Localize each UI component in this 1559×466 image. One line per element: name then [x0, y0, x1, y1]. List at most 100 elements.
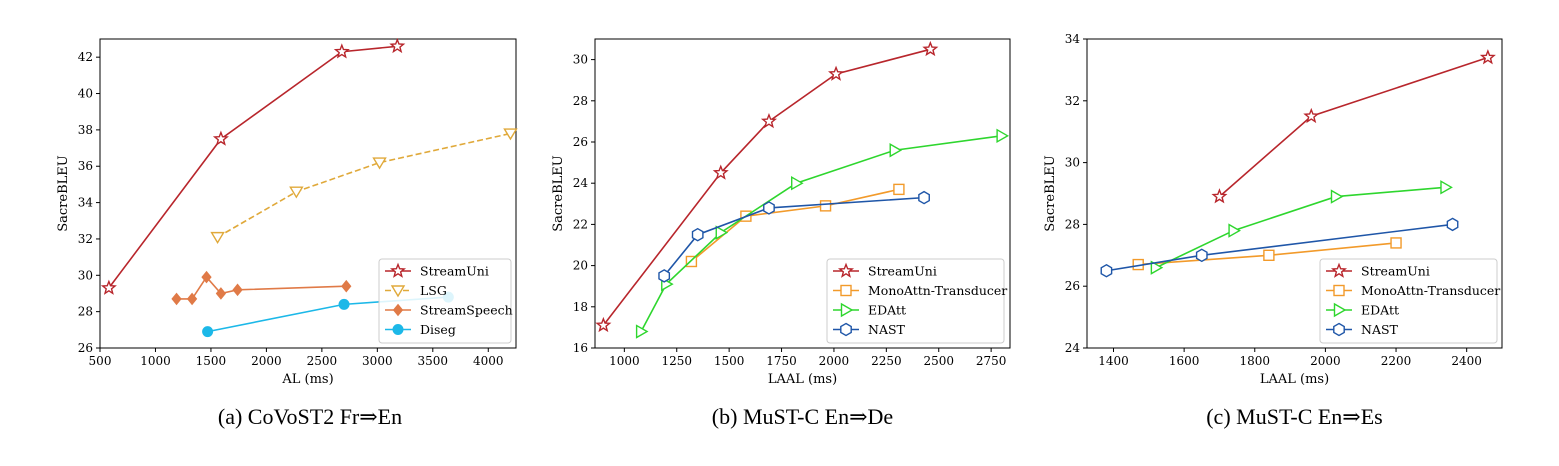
legend-marker	[840, 302, 854, 318]
y-tick-label: 30	[573, 53, 588, 67]
legend-marker	[392, 324, 404, 335]
series-monoattn-transducer	[685, 183, 905, 268]
legend-label: MonoAttn-Transducer	[1361, 283, 1500, 298]
data-point	[1228, 223, 1241, 238]
y-tick-label: 36	[78, 159, 93, 173]
y-tick-label: 32	[78, 232, 93, 246]
legend-label: StreamUni	[1361, 264, 1430, 279]
x-tick-label: 1500	[714, 354, 745, 368]
x-tick-label: 4000	[473, 354, 504, 368]
legend-marker	[390, 285, 406, 298]
y-tick-label: 40	[78, 87, 93, 101]
data-point	[1263, 249, 1275, 262]
data-point	[1211, 188, 1228, 204]
legend-marker	[840, 322, 852, 337]
legend-box	[378, 258, 512, 344]
y-tick-label: 26	[573, 135, 588, 149]
series-line	[1155, 186, 1446, 269]
data-point	[232, 283, 243, 297]
y-tick-label: 30	[1065, 156, 1080, 170]
y-tick-label: 24	[1065, 341, 1081, 355]
x-axis-label: LAAL (ms)	[768, 372, 837, 387]
series-line	[690, 188, 900, 263]
legend-marker	[1333, 322, 1345, 337]
legend-marker	[1333, 302, 1347, 318]
data-point	[186, 292, 198, 306]
legend-marker	[389, 262, 407, 278]
series-nast	[658, 190, 930, 283]
data-point	[658, 269, 671, 283]
x-tick-label: 2000	[1310, 354, 1341, 368]
series-line	[108, 45, 398, 289]
legend-label: StreamUni	[420, 264, 489, 279]
data-point	[333, 43, 350, 59]
series-streamuni	[595, 40, 939, 333]
legend: StreamUni MonoAttn-Transducer EDAtt NAST	[826, 258, 1007, 344]
data-point	[791, 175, 804, 191]
y-tick-label: 28	[573, 94, 588, 108]
data-point	[201, 270, 212, 284]
data-point	[202, 326, 214, 338]
legend-box	[1319, 258, 1498, 344]
data-point	[1390, 237, 1402, 249]
legend-label: EDAtt	[868, 303, 906, 318]
y-tick-label: 18	[573, 300, 588, 314]
data-point	[819, 200, 832, 212]
series-edatt	[635, 128, 1010, 339]
data-point	[1330, 189, 1344, 204]
data-point	[100, 279, 117, 295]
series-lsg	[210, 128, 518, 244]
data-point	[595, 316, 612, 333]
y-tick-label: 42	[78, 50, 93, 64]
x-tick-label: 2000	[251, 354, 282, 368]
legend-label: NAST	[868, 322, 906, 337]
data-point	[1303, 107, 1320, 124]
data-point	[889, 143, 903, 158]
data-point	[212, 130, 229, 146]
x-tick-label: 2750	[976, 354, 1007, 368]
data-point	[289, 186, 304, 199]
y-tick-label: 16	[573, 341, 588, 355]
data-point	[996, 128, 1010, 144]
x-tick-label: 1000	[140, 354, 171, 368]
y-tick-label: 38	[78, 123, 93, 137]
x-tick-label: 1800	[1239, 354, 1270, 368]
legend: StreamUni LSG StreamSpeech Diseg	[378, 258, 513, 344]
y-tick-label: 24	[573, 176, 589, 190]
y-tick-label: 26	[1065, 279, 1080, 293]
x-tick-label: 1500	[196, 354, 227, 368]
plot-frame	[1086, 38, 1503, 349]
x-tick-label: 1400	[1098, 354, 1129, 368]
series-line	[1218, 56, 1489, 198]
data-point	[171, 292, 182, 306]
y-tick-label: 30	[78, 268, 93, 282]
series-streamuni	[1211, 49, 1496, 204]
series-streamuni	[100, 37, 406, 295]
caption-c: (c) MuST-C En⇒Es	[1206, 404, 1383, 429]
y-tick-label: 32	[1065, 94, 1080, 108]
x-tick-label: 1600	[1169, 354, 1200, 368]
data-point	[389, 37, 406, 54]
x-tick-label: 500	[89, 354, 112, 368]
legend-marker	[840, 284, 852, 297]
legend-label: Diseg	[420, 322, 456, 337]
x-tick-label: 2500	[307, 354, 338, 368]
legend-marker	[1330, 262, 1348, 278]
x-tick-label: 1000	[609, 354, 640, 368]
data-point	[1150, 260, 1164, 275]
series-line	[640, 135, 1002, 332]
plot-frame	[594, 38, 1011, 349]
chart-panel-2: 1000 1250 1500 1750 2000 2250 2500 2750 16 18 20 22…	[551, 38, 1011, 387]
series-line	[217, 132, 511, 238]
legend-label: LSG	[420, 283, 447, 298]
caption-b: (b) MuST-C En⇒De	[711, 404, 894, 429]
data-point	[1479, 49, 1496, 65]
data-point	[712, 164, 729, 180]
y-tick-label: 20	[573, 259, 588, 273]
series-nast	[1100, 217, 1459, 278]
data-point	[685, 255, 698, 268]
legend: StreamUni MonoAttn-Transducer EDAtt NAST	[1319, 258, 1500, 344]
data-point	[760, 112, 777, 129]
y-tick-label: 34	[78, 196, 94, 210]
data-point	[1440, 180, 1453, 195]
